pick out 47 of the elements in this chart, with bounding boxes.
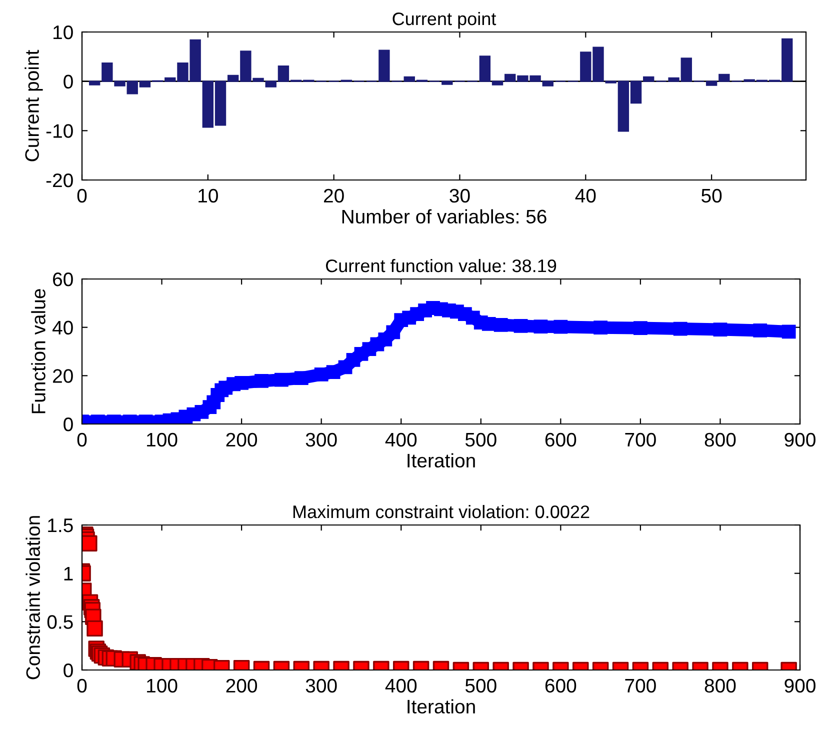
x-tick-label: 900	[784, 432, 816, 447]
y-axis-title: Current point	[24, 50, 43, 162]
x-tick-label: 0	[77, 432, 87, 447]
x-tick-label: 20	[324, 188, 344, 203]
x-tick-label: 40	[575, 188, 596, 203]
x-tick-label: 400	[385, 678, 417, 693]
chart-title: Current point	[392, 12, 496, 29]
y-tick-label: 0.5	[47, 615, 73, 629]
chart-title: Maximum constraint violation: 0.0022	[293, 504, 590, 518]
x-tick-label: 600	[545, 678, 576, 693]
x-tick-label: 500	[465, 432, 496, 447]
y-tick-label: 40	[52, 320, 73, 335]
y-axis-title: Function value	[31, 289, 46, 414]
y-tick-label: 0	[64, 663, 73, 678]
y-tick-label: -10	[46, 124, 73, 138]
y-tick-label: 20	[53, 369, 73, 383]
x-tick-label: 300	[306, 678, 337, 693]
y-tick-label: 10	[54, 25, 73, 40]
x-tick-label: 300	[306, 432, 337, 447]
x-tick-label: 400	[385, 432, 417, 447]
x-tick-label: 100	[147, 678, 178, 693]
x-tick-label: 800	[704, 678, 736, 693]
x-tick-label: 0	[77, 678, 87, 693]
x-axis-title: Iteration	[408, 699, 475, 714]
x-tick-label: 0	[77, 188, 87, 203]
x-tick-label: 100	[147, 432, 178, 447]
x-tick-label: 200	[226, 432, 258, 447]
x-tick-label: 800	[704, 432, 736, 447]
y-tick-label: 1	[64, 567, 73, 580]
x-tick-label: 700	[625, 432, 656, 447]
x-axis-title: Number of variables: 56	[342, 209, 546, 224]
x-tick-label: 500	[465, 678, 496, 693]
y-axis-title: Constraint violation	[26, 516, 40, 680]
x-tick-label: 200	[226, 678, 258, 693]
y-tick-label: 60	[53, 272, 73, 286]
x-tick-label: 700	[625, 678, 656, 693]
x-tick-label: 50	[702, 188, 722, 203]
x-tick-label: 600	[545, 432, 576, 447]
y-tick-label: 0	[64, 417, 73, 432]
y-tick-label: -20	[46, 173, 73, 188]
x-tick-label: 10	[198, 188, 218, 203]
x-tick-label: 30	[450, 188, 470, 203]
y-tick-label: 0	[64, 74, 73, 89]
y-tick-label: 1.5	[48, 518, 73, 532]
chart-title: Current function value: 38.19	[326, 258, 556, 272]
x-axis-title: Iteration	[408, 453, 475, 468]
x-tick-label: 900	[784, 678, 816, 693]
